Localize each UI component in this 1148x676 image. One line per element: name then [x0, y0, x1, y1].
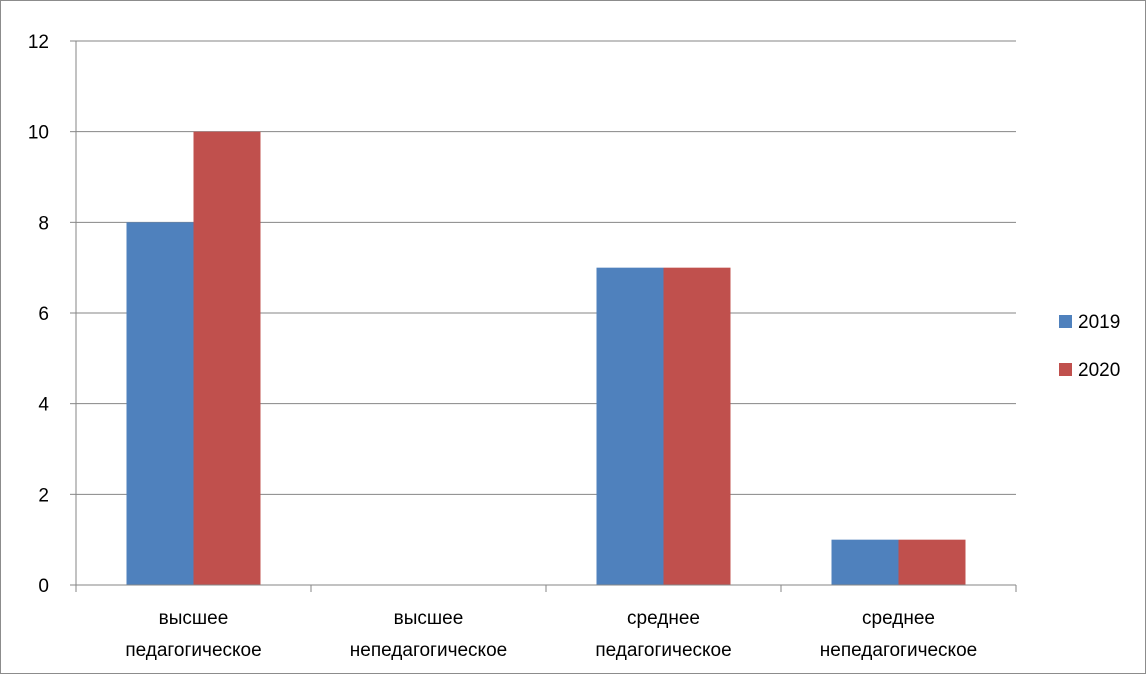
bar [596, 267, 664, 585]
x-category-label-line: высшее [159, 608, 229, 629]
x-category-label-line: непедагогическое [820, 640, 977, 661]
x-category-label-line: среднее [627, 608, 700, 629]
bar [898, 539, 966, 585]
y-tick-label: 12 [28, 32, 49, 53]
x-category-label: среднее педагогическое [595, 608, 731, 661]
bar [831, 539, 899, 585]
x-category-label: высшее педагогическое [125, 608, 261, 661]
bar [663, 267, 731, 585]
axes [70, 40, 1017, 592]
y-tick-labels: 0 2 4 6 8 10 12 [28, 32, 50, 597]
y-tick-label: 4 [38, 395, 49, 416]
x-category-label: высшее непедагогическое [350, 608, 507, 661]
legend-swatch [1059, 315, 1072, 328]
y-tick-label: 2 [38, 485, 49, 506]
legend-swatch [1059, 363, 1072, 376]
y-tick-label: 10 [28, 123, 49, 144]
legend: 2019 2020 [1059, 312, 1120, 381]
bars [126, 131, 966, 586]
x-category-label: среднее непедагогическое [820, 608, 977, 661]
legend-label: 2020 [1078, 360, 1120, 381]
x-category-label-line: непедагогическое [350, 640, 507, 661]
x-category-label-line: педагогическое [125, 640, 261, 661]
x-category-label-line: педагогическое [595, 640, 731, 661]
y-tick-label: 8 [38, 213, 49, 234]
x-category-label-line: среднее [862, 608, 935, 629]
y-tick-label: 0 [38, 576, 49, 597]
x-category-labels: высшее педагогическое высшее непедагогическ… [125, 608, 977, 661]
y-tick-label: 6 [38, 304, 49, 325]
bar [126, 222, 194, 586]
x-category-label-line: высшее [394, 608, 464, 629]
legend-label: 2019 [1078, 312, 1120, 333]
bar [193, 131, 261, 585]
